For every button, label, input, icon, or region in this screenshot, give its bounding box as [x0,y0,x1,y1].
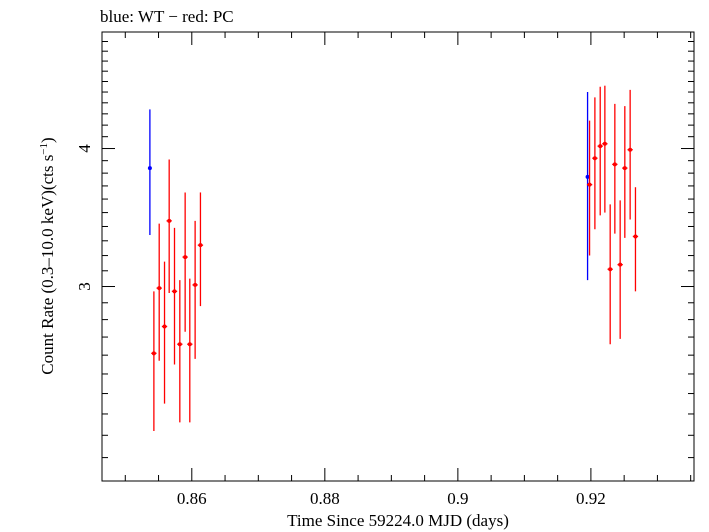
data-point [156,223,162,361]
data-point [597,86,603,216]
data-point [171,227,178,365]
marker [162,324,167,329]
marker [598,144,603,149]
x-tick-label: 0.88 [310,489,340,508]
plot-frame [101,31,695,482]
data-point [187,278,193,423]
marker [618,262,623,267]
data-point [586,120,593,256]
marker [628,147,633,152]
data-point [197,192,204,307]
marker [187,342,192,347]
data-points [147,85,639,431]
data-point [607,204,613,345]
x-axis-label: Time Since 59224.0 MJD (days) [287,511,509,530]
marker [172,289,177,294]
data-point [151,291,157,431]
y-axis-label-superscript: −1 [38,143,50,155]
data-point [632,187,639,292]
y-axis-label: Count Rate (0.3–10.0 keV)(cts s−1) [38,137,57,374]
marker [602,141,607,146]
marker [592,156,597,161]
marker [193,282,198,287]
data-point [617,200,623,339]
data-point [166,159,172,293]
y-axis-label-close: ) [38,137,57,143]
data-point [585,92,590,281]
marker [157,286,162,291]
data-point [192,220,198,359]
chart-title: blue: WT − red: PC [100,7,234,26]
y-axis-label-main: Count Rate (0.3–10.0 keV)(cts s [38,155,57,375]
data-point [177,280,183,423]
marker [622,166,627,171]
marker [633,234,638,239]
axis-ticks [102,32,694,481]
marker [612,162,617,167]
marker [608,267,613,272]
data-point [627,89,633,220]
data-point [161,261,168,404]
axis-tick-labels: 0.86 0.88 0.9 0.92 3 4 [75,144,606,508]
marker [147,166,152,171]
marker [183,255,188,260]
data-point [622,106,628,238]
x-tick-label: 0.86 [177,489,207,508]
y-tick-label: 3 [75,282,94,291]
data-point [602,85,608,213]
marker [585,174,590,179]
marker [587,182,592,187]
data-point [592,97,598,230]
marker [198,243,203,248]
x-tick-label: 0.92 [576,489,606,508]
data-point [612,103,618,234]
marker [167,218,172,223]
y-tick-label: 4 [75,144,94,153]
data-point [182,192,188,332]
marker [177,342,182,347]
x-tick-label: 0.9 [447,489,468,508]
data-point [147,109,152,236]
marker [151,351,156,356]
